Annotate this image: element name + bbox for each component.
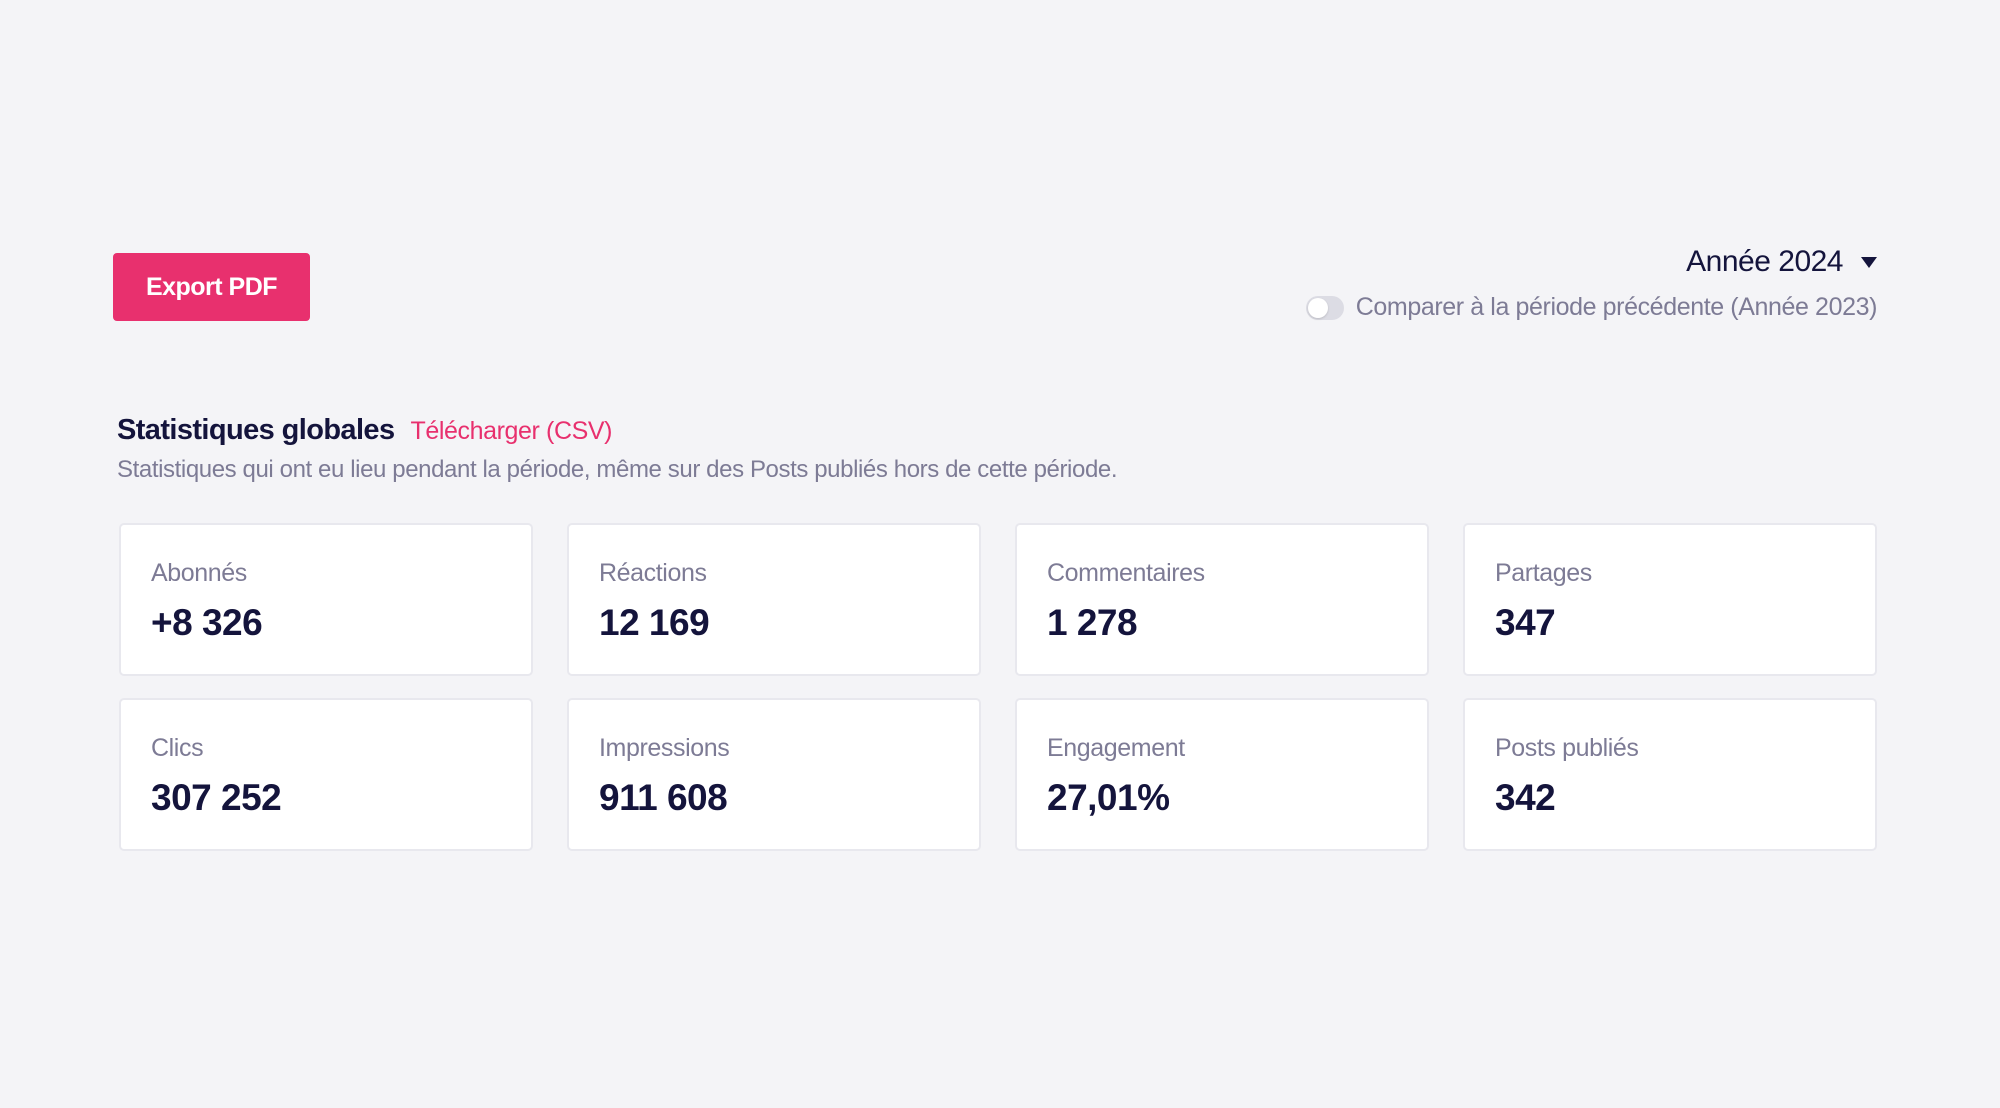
stat-label: Commentaires (1047, 559, 1205, 587)
stat-label: Réactions (599, 559, 707, 587)
stat-card-engagement: Engagement 27,01% (1015, 698, 1429, 851)
stat-card-commentaires: Commentaires 1 278 (1015, 523, 1429, 676)
stat-value: 342 (1495, 777, 1556, 818)
stat-label: Engagement (1047, 734, 1185, 762)
stat-label: Clics (151, 734, 204, 762)
stat-value: 307 252 (151, 777, 282, 818)
toggle-knob (1307, 297, 1328, 318)
caret-down-icon (1861, 256, 1877, 268)
stat-value: 347 (1495, 602, 1556, 643)
stat-card-posts-publies: Posts publiés 342 (1463, 698, 1877, 851)
stat-label: Posts publiés (1495, 734, 1639, 762)
export-pdf-button[interactable]: Export PDF (113, 253, 310, 321)
compare-toggle-row: Comparer à la période précédente (Année … (1305, 293, 1878, 322)
stat-card-partages: Partages 347 (1463, 523, 1877, 676)
stat-label: Abonnés (151, 559, 247, 587)
stat-card-impressions: Impressions 911 608 (567, 698, 981, 851)
stat-label: Partages (1495, 559, 1592, 587)
section-title: Statistiques globales (117, 414, 395, 446)
compare-label: Comparer à la période précédente (Année … (1355, 293, 1878, 321)
stat-value: 12 169 (599, 602, 710, 643)
stat-value: 1 278 (1047, 602, 1138, 643)
stat-label: Impressions (599, 734, 730, 762)
period-dropdown[interactable]: Année 2024 (1686, 245, 1877, 279)
stats-grid: Abonnés +8 326 Réactions 12 169 Commentair… (119, 523, 1877, 851)
stat-card-reactions: Réactions 12 169 (567, 523, 981, 676)
stat-value: 27,01% (1047, 777, 1170, 818)
section-header: Statistiques globales Télécharger (CSV) (117, 414, 612, 447)
section-description: Statistiques qui ont eu lieu pendant la … (117, 456, 1118, 483)
stat-value: 911 608 (599, 777, 728, 818)
download-csv-link[interactable]: Télécharger (CSV) (410, 417, 613, 445)
stat-card-clics: Clics 307 252 (119, 698, 533, 851)
period-selected: Année 2024 (1686, 245, 1843, 278)
stat-card-abonnes: Abonnés +8 326 (119, 523, 533, 676)
stat-value: +8 326 (151, 602, 263, 643)
compare-toggle[interactable] (1305, 295, 1344, 320)
